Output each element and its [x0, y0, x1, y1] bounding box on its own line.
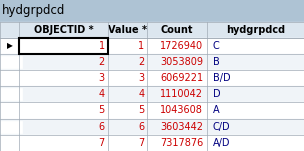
- Text: ▶: ▶: [6, 41, 12, 50]
- Text: 7317876: 7317876: [160, 138, 203, 148]
- Bar: [0, 119, 304, 135]
- Text: 3: 3: [138, 73, 144, 83]
- Bar: [0, 86, 304, 102]
- Text: 2: 2: [138, 57, 144, 67]
- Bar: [0, 104, 22, 117]
- Text: 3: 3: [99, 73, 105, 83]
- Text: OBJECTID *: OBJECTID *: [33, 25, 93, 35]
- Bar: [0, 56, 22, 68]
- Bar: [0, 72, 22, 84]
- Text: 1726940: 1726940: [160, 41, 203, 51]
- Text: 6069221: 6069221: [160, 73, 203, 83]
- Bar: [0, 70, 304, 86]
- Text: C: C: [213, 41, 219, 51]
- Bar: [0, 40, 22, 52]
- Text: 5: 5: [138, 105, 144, 116]
- Text: Value *: Value *: [108, 25, 147, 35]
- Text: hydgrpdcd: hydgrpdcd: [226, 25, 285, 35]
- Text: Count: Count: [161, 25, 193, 35]
- Text: B: B: [213, 57, 219, 67]
- Bar: [0, 54, 304, 70]
- Text: 1: 1: [138, 41, 144, 51]
- Bar: [19, 38, 108, 54]
- Bar: [0, 38, 304, 54]
- Text: A: A: [213, 105, 219, 116]
- Text: D: D: [213, 89, 220, 99]
- Text: 3603442: 3603442: [160, 122, 203, 132]
- Text: 1: 1: [99, 41, 105, 51]
- Text: 5: 5: [98, 105, 105, 116]
- Text: 7: 7: [138, 138, 144, 148]
- Text: 2: 2: [98, 57, 105, 67]
- Text: 6: 6: [99, 122, 105, 132]
- Text: 6: 6: [138, 122, 144, 132]
- Bar: [0, 102, 304, 119]
- Text: C/D: C/D: [213, 122, 230, 132]
- Text: 7: 7: [98, 138, 105, 148]
- Bar: [0, 120, 22, 133]
- Bar: [0, 22, 304, 38]
- Text: 4: 4: [99, 89, 105, 99]
- Bar: [0, 0, 304, 22]
- Bar: [0, 137, 22, 149]
- Text: 1110042: 1110042: [160, 89, 203, 99]
- Text: 4: 4: [138, 89, 144, 99]
- Text: 3053809: 3053809: [160, 57, 203, 67]
- Text: hydgrpdcd: hydgrpdcd: [2, 4, 65, 18]
- Text: A/D: A/D: [213, 138, 230, 148]
- Bar: [0, 88, 22, 100]
- Bar: [0, 135, 304, 151]
- Text: B/D: B/D: [213, 73, 230, 83]
- Text: 1043608: 1043608: [160, 105, 203, 116]
